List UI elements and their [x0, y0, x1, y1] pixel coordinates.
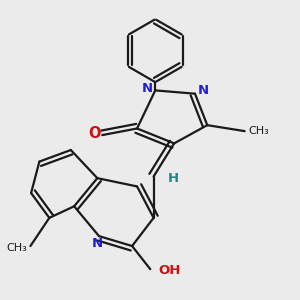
Text: O: O: [88, 126, 100, 141]
Text: N: N: [92, 237, 103, 250]
Text: N: N: [198, 84, 209, 97]
Text: N: N: [141, 82, 153, 95]
Text: CH₃: CH₃: [248, 126, 269, 136]
Text: CH₃: CH₃: [6, 243, 27, 253]
Text: OH: OH: [159, 264, 181, 278]
Text: H: H: [168, 172, 179, 184]
